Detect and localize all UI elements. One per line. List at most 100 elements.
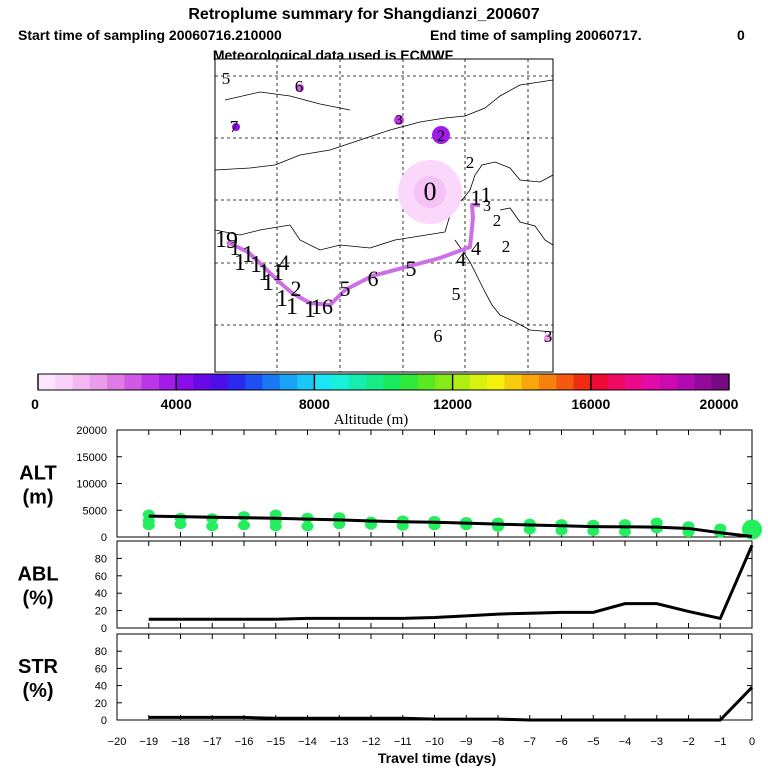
colorbar-tick-label: 4000 <box>161 396 192 412</box>
alt-spread-point <box>269 521 282 532</box>
x-tick-label: −11 <box>394 736 412 748</box>
day-label: 1 <box>250 252 262 278</box>
day-label: 1 <box>276 286 288 312</box>
colorbar-swatch <box>228 374 246 390</box>
colorbar-swatch <box>210 374 229 390</box>
day-label: 5 <box>452 284 461 304</box>
alt-spread-point <box>333 519 346 530</box>
y-tick-label: 15000 <box>76 452 107 464</box>
day-label: 4 <box>456 249 466 271</box>
y-tick-label: 5000 <box>83 505 107 517</box>
y-tick-label: 0 <box>101 532 107 544</box>
y-tick-label: 20 <box>95 606 107 618</box>
colorbar-swatch <box>521 374 540 390</box>
alt-spread-point <box>555 525 568 536</box>
day-label: 1 <box>215 227 227 253</box>
colorbar-swatch <box>469 374 488 390</box>
panel-label-str: STR <box>18 656 59 678</box>
colorbar-swatch <box>331 374 350 390</box>
colorbar-swatch <box>279 374 298 390</box>
colorbar-tick-label: 0 <box>31 396 39 412</box>
day-label: 1 <box>286 294 298 320</box>
colorbar-swatch <box>38 374 56 390</box>
abl-line <box>148 544 754 621</box>
day-label: 3 <box>483 198 491 215</box>
alt-spread-point <box>523 524 536 535</box>
panel-frame <box>116 540 753 629</box>
plume-points <box>232 84 552 342</box>
colorbar-swatch <box>124 374 143 390</box>
colorbar-swatch <box>55 374 74 390</box>
day-label: 0 <box>424 177 437 206</box>
y-tick-label: 40 <box>95 681 107 693</box>
x-tick-label: −17 <box>203 736 222 748</box>
colorbar-tick-label: 12000 <box>433 396 472 412</box>
x-tick-label: −19 <box>139 736 158 748</box>
altitude-colorbar: 0 4000 8000 12000 16000 20000 <box>31 373 739 412</box>
colorbar-swatch <box>158 374 177 390</box>
panel-abl: 0 20 40 60 80 ABL(%) <box>17 540 754 635</box>
alt-spread-point <box>619 526 631 537</box>
plume-blob-day6 <box>296 84 304 92</box>
day-label: 3 <box>396 113 403 128</box>
plume-blob-day3b <box>544 334 552 342</box>
day-label: 1 <box>304 297 316 323</box>
colorbar-swatch <box>694 374 713 390</box>
panel-alt: 0 5000 10000 15000 20000 ALT(m) <box>19 425 762 544</box>
colorbar-swatch <box>659 374 678 390</box>
map-frame <box>214 58 554 373</box>
sampling-end: End time of sampling 20060717. <box>430 27 642 43</box>
y-tick-label: 80 <box>95 553 107 565</box>
y-tick-label: 0 <box>101 623 107 635</box>
colorbar-swatch <box>538 374 557 390</box>
colorbar-swatch <box>314 374 333 390</box>
y-tick-label: 80 <box>95 646 107 658</box>
day-label: 2 <box>437 128 445 145</box>
str-line <box>148 686 754 722</box>
x-tick-label: −4 <box>619 736 632 748</box>
day-label: 5 <box>340 276 351 301</box>
x-tick-label: −3 <box>650 736 663 748</box>
map-grid <box>215 59 553 372</box>
panel-unit-str: (%) <box>22 680 53 702</box>
x-tick-labels: −20 −19 −18 −17 −16 −15 −14 −13 −12 −11 −10 −9 −8 −7−… <box>108 736 755 748</box>
alt-spread-point <box>587 526 600 537</box>
alt-spread-point <box>174 519 187 530</box>
plume-blob-day3 <box>394 115 404 125</box>
panel-label-abl: ABL <box>17 564 58 586</box>
colorbar-tick-label: 8000 <box>299 396 330 412</box>
day-label: 5 <box>406 256 417 281</box>
x-tick-label: −12 <box>362 736 381 748</box>
timeseries-panels: 05000100001500020000ALT(m)020406080ABL(%… <box>17 425 762 748</box>
plume-blob-day7 <box>232 123 240 131</box>
x-tick-label: −15 <box>266 736 285 748</box>
day-label: 3 <box>544 327 553 346</box>
x-tick-label: −13 <box>330 736 349 748</box>
colorbar-swatch <box>176 374 194 390</box>
x-tick-label: −2 <box>682 736 695 748</box>
colorbar-swatch <box>642 374 661 390</box>
colorbar-swatch <box>297 374 315 390</box>
colorbar-swatch <box>504 374 523 390</box>
colorbar-swatch <box>245 374 264 390</box>
colorbar-swatch <box>89 374 108 390</box>
y-tick-label: 60 <box>95 571 107 583</box>
panel-str: 0 20 40 60 80 STR(%) <box>18 633 754 727</box>
panel-label-alt: ALT <box>19 463 56 485</box>
colorbar-swatch <box>625 374 644 390</box>
x-tick-label: −16 <box>235 736 254 748</box>
day-label: 2 <box>493 211 502 230</box>
colorbar-swatch <box>383 374 402 390</box>
day-label: 1 <box>481 182 492 207</box>
day-label: 2 <box>291 276 302 301</box>
colorbar-swatch <box>141 374 160 390</box>
alt-spread-point <box>206 521 219 532</box>
day-label: 1 <box>262 270 274 296</box>
x-tick-label: −7 <box>523 736 536 748</box>
day-label: 1 <box>234 250 246 276</box>
day-label: 1 <box>242 242 254 268</box>
x-tick-label: −14 <box>298 736 317 748</box>
